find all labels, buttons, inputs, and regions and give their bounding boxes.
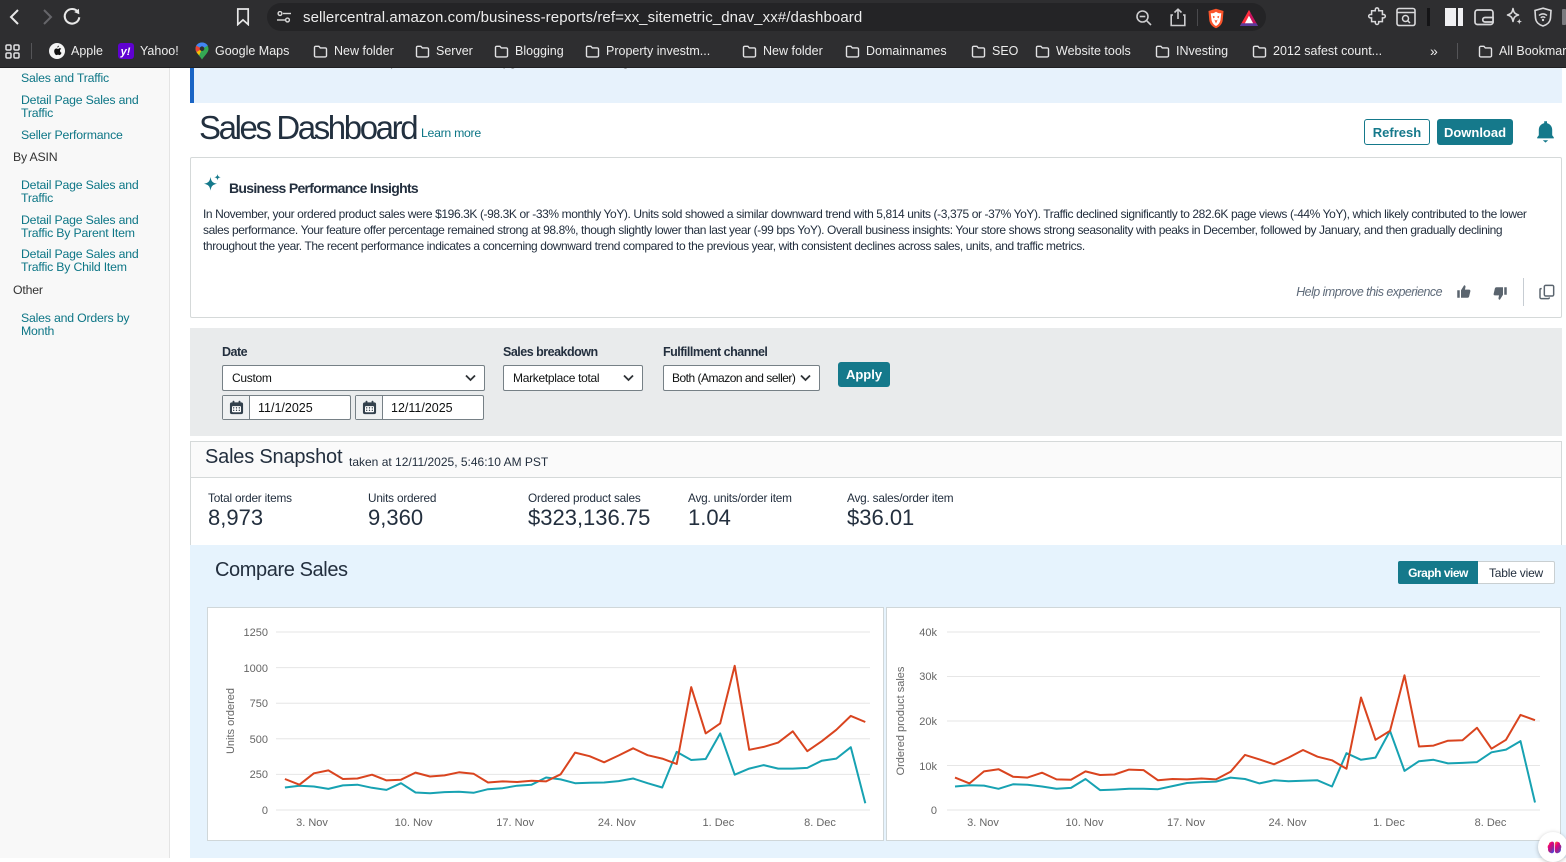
svg-text:500: 500 [250, 734, 268, 746]
svg-text:30k: 30k [919, 671, 937, 683]
svg-text:1. Dec: 1. Dec [1373, 817, 1405, 829]
svg-text:Ordered product sales: Ordered product sales [895, 666, 907, 775]
svg-text:10. Nov: 10. Nov [1066, 817, 1104, 829]
svg-text:8. Dec: 8. Dec [804, 817, 836, 829]
svg-text:20k: 20k [919, 716, 937, 728]
svg-text:750: 750 [250, 698, 268, 710]
svg-text:8. Dec: 8. Dec [1475, 817, 1507, 829]
svg-text:1. Dec: 1. Dec [703, 817, 735, 829]
svg-text:40k: 40k [919, 627, 937, 639]
svg-text:1250: 1250 [244, 627, 268, 639]
svg-text:10k: 10k [919, 761, 937, 773]
svg-text:1000: 1000 [244, 663, 268, 675]
svg-text:0: 0 [931, 805, 937, 817]
svg-text:3. Nov: 3. Nov [967, 817, 999, 829]
svg-text:y!: y! [120, 46, 131, 58]
svg-text:Units ordered: Units ordered [225, 688, 237, 754]
svg-text:17. Nov: 17. Nov [1167, 817, 1205, 829]
svg-text:24. Nov: 24. Nov [1269, 817, 1307, 829]
svg-text:10. Nov: 10. Nov [395, 817, 433, 829]
svg-text:3. Nov: 3. Nov [296, 817, 328, 829]
svg-text:24. Nov: 24. Nov [598, 817, 636, 829]
svg-text:250: 250 [250, 769, 268, 781]
svg-text:0: 0 [262, 805, 268, 817]
svg-text:17. Nov: 17. Nov [496, 817, 534, 829]
